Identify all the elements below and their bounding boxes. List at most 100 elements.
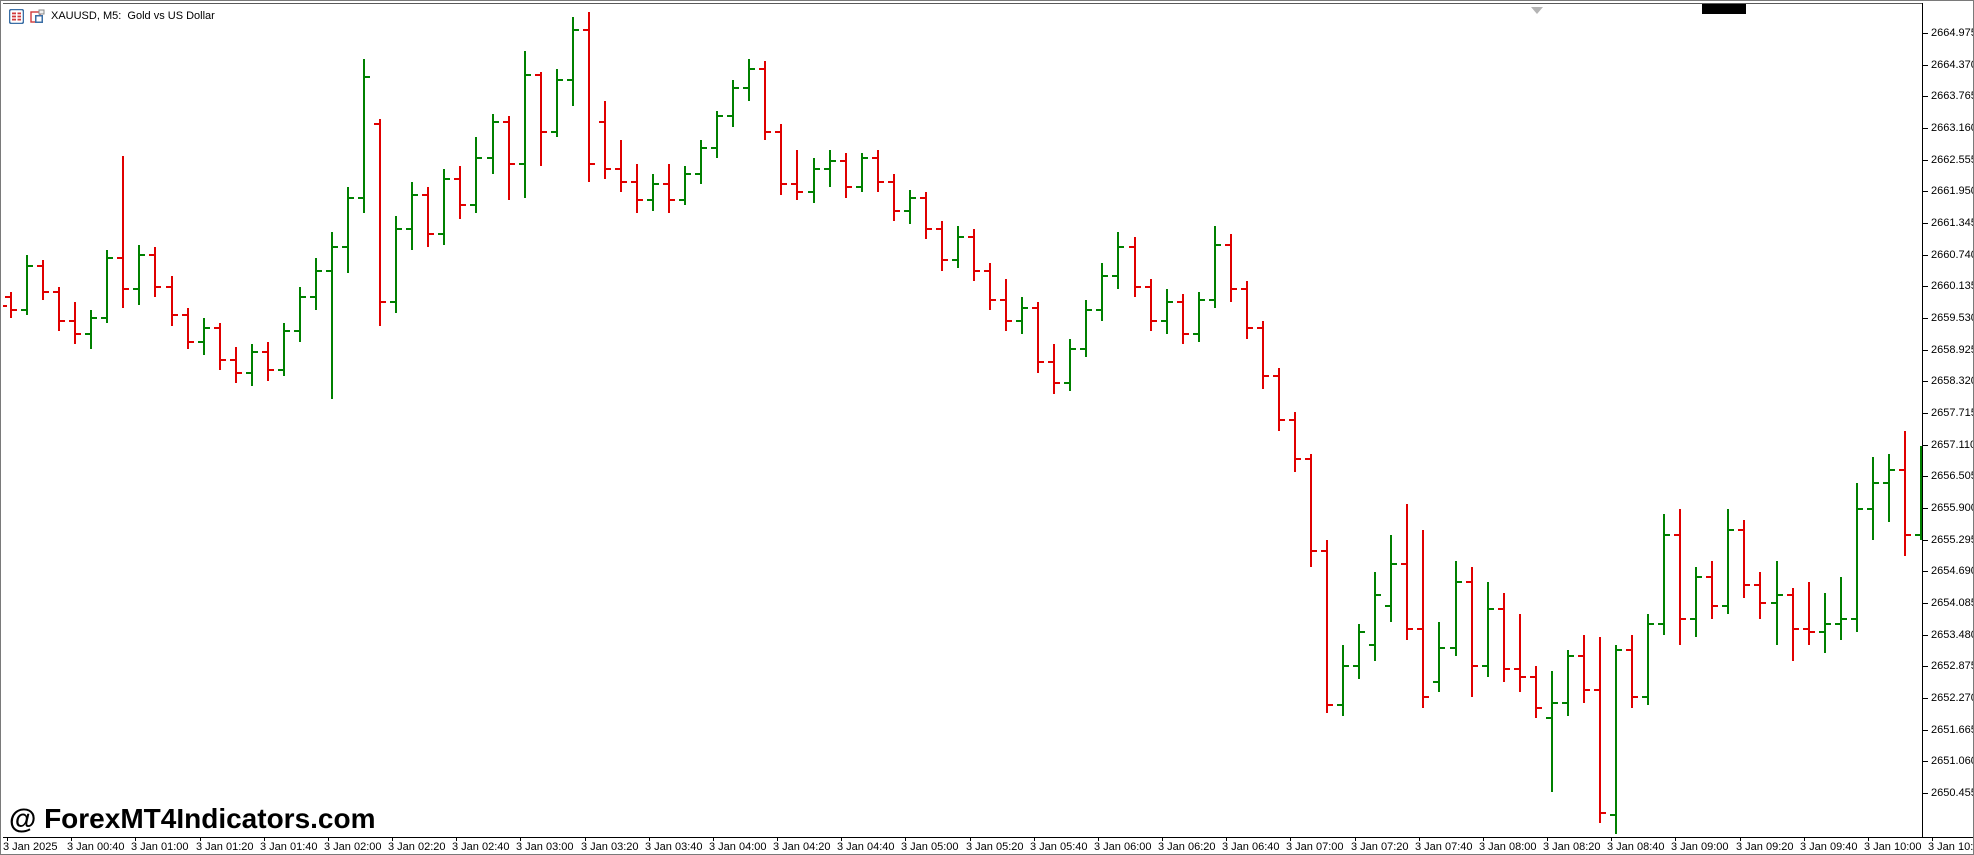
time-axis-label: 3 Jan 02:00 <box>324 841 382 853</box>
time-axis-tick <box>1547 838 1548 841</box>
market-watch-icon[interactable] <box>8 8 25 24</box>
price-axis-label: 2664.370 <box>1931 59 1974 71</box>
price-axis-tick <box>1923 603 1928 604</box>
price-axis-tick <box>1923 666 1928 667</box>
price-axis-label: 2650.455 <box>1931 787 1974 799</box>
price-axis-tick <box>1923 191 1928 192</box>
new-chart-icon[interactable] <box>30 9 45 24</box>
price-axis-label: 2657.110 <box>1931 439 1974 451</box>
time-axis-tick <box>7 838 8 841</box>
time-axis-label: 3 Jan 00:40 <box>67 841 125 853</box>
price-axis-tick <box>1923 508 1928 509</box>
time-axis-label: 3 Jan 04:20 <box>773 841 831 853</box>
time-axis-tick <box>1034 838 1035 841</box>
time-axis-label: 3 Jan 06:00 <box>1094 841 1152 853</box>
price-axis-label: 2659.530 <box>1931 312 1974 324</box>
time-axis-tick <box>328 838 329 841</box>
price-axis-label: 2652.875 <box>1931 660 1974 672</box>
price-axis-label: 2661.345 <box>1931 217 1974 229</box>
time-axis-tick <box>777 838 778 841</box>
price-axis-tick <box>1923 223 1928 224</box>
time-axis-tick <box>1675 838 1676 841</box>
time-axis-label: 3 Jan 08:40 <box>1607 841 1665 853</box>
time-axis-label: 3 Jan 01:20 <box>196 841 254 853</box>
price-axis-tick <box>1923 286 1928 287</box>
price-axis-label: 2663.765 <box>1931 90 1974 102</box>
price-axis-label: 2656.505 <box>1931 470 1974 482</box>
time-axis-label: 3 Jan 01:00 <box>131 841 189 853</box>
time-axis-label: 3 Jan 06:40 <box>1222 841 1280 853</box>
time-axis-label: 3 Jan 05:00 <box>901 841 959 853</box>
time-axis-label: 3 Jan 03:20 <box>581 841 639 853</box>
price-axis-label: 2657.715 <box>1931 407 1974 419</box>
time-axis-tick <box>1419 838 1420 841</box>
time-axis-label: 3 Jan 02:40 <box>452 841 510 853</box>
time-axis-tick <box>135 838 136 841</box>
time-axis-tick <box>649 838 650 841</box>
scroll-to-end-marker-icon[interactable] <box>1531 7 1543 14</box>
time-axis-label: 3 Jan 06:20 <box>1158 841 1216 853</box>
time-axis-tick <box>1611 838 1612 841</box>
price-axis-tick <box>1923 413 1928 414</box>
price-axis-label: 2654.690 <box>1931 565 1974 577</box>
time-axis-tick <box>1226 838 1227 841</box>
price-axis-label: 2655.295 <box>1931 534 1974 546</box>
corner-box <box>1702 4 1746 14</box>
time-axis-label: 3 Jan 05:40 <box>1030 841 1088 853</box>
time-axis-label: 3 Jan 09:20 <box>1736 841 1794 853</box>
time-axis-label: 3 Jan 07:00 <box>1286 841 1344 853</box>
price-axis-tick <box>1923 381 1928 382</box>
time-axis-tick <box>1740 838 1741 841</box>
price-axis-tick <box>1923 33 1928 34</box>
price-axis-label: 2651.060 <box>1931 755 1974 767</box>
price-axis-tick <box>1923 255 1928 256</box>
watermark: @ ForexMT4Indicators.com <box>9 803 376 834</box>
time-axis-tick <box>1290 838 1291 841</box>
time-axis[interactable]: 3 Jan 2025 3 Jan 00:40 3 Jan 01:00 3 Jan 01… <box>3 837 1973 854</box>
price-axis-tick <box>1923 635 1928 636</box>
chart-title: XAUUSD, M5: Gold vs US Dollar <box>51 10 215 22</box>
price-axis-tick <box>1923 350 1928 351</box>
time-axis-label: 3 Jan 09:40 <box>1800 841 1858 853</box>
time-axis-tick <box>841 838 842 841</box>
price-axis[interactable]: 2664.975 2664.370 2663.765 2663.160 2662.555… <box>1922 3 1973 839</box>
price-axis-label: 2661.950 <box>1931 185 1974 197</box>
time-axis-label: 3 Jan 08:00 <box>1479 841 1537 853</box>
price-axis-label: 2662.555 <box>1931 154 1974 166</box>
price-axis-label: 2654.085 <box>1931 597 1974 609</box>
time-axis-label: 3 Jan 04:00 <box>709 841 767 853</box>
price-axis-label: 2653.480 <box>1931 629 1974 641</box>
price-axis-tick <box>1923 571 1928 572</box>
time-axis-label: 3 Jan 03:00 <box>516 841 574 853</box>
price-axis-label: 2660.135 <box>1931 280 1974 292</box>
price-axis-tick <box>1923 793 1928 794</box>
time-axis-tick <box>392 838 393 841</box>
time-axis-tick <box>1355 838 1356 841</box>
price-axis-tick <box>1923 730 1928 731</box>
time-axis-tick <box>1932 838 1933 841</box>
time-axis-label: 3 Jan 01:40 <box>260 841 318 853</box>
time-axis-tick <box>905 838 906 841</box>
price-axis-label: 2660.740 <box>1931 249 1974 261</box>
time-axis-label: 3 Jan 08:20 <box>1543 841 1601 853</box>
time-axis-label: 3 Jan 09:00 <box>1671 841 1729 853</box>
price-axis-tick <box>1923 160 1928 161</box>
price-axis-tick <box>1923 318 1928 319</box>
price-axis-label: 2663.160 <box>1931 122 1974 134</box>
time-axis-tick <box>520 838 521 841</box>
time-axis-label: 3 Jan 03:40 <box>645 841 703 853</box>
time-axis-tick <box>1162 838 1163 841</box>
time-axis-tick <box>264 838 265 841</box>
price-axis-tick <box>1923 65 1928 66</box>
price-axis-tick <box>1923 476 1928 477</box>
time-axis-label: 3 Jan 05:20 <box>966 841 1024 853</box>
time-axis-tick <box>585 838 586 841</box>
price-axis-tick <box>1923 540 1928 541</box>
time-axis-tick <box>200 838 201 841</box>
price-axis-tick <box>1923 96 1928 97</box>
time-axis-label: 3 Jan 2025 <box>3 841 58 853</box>
price-axis-tick <box>1923 698 1928 699</box>
price-axis-label: 2658.320 <box>1931 375 1974 387</box>
chart-plot-area[interactable]: XAUUSD, M5: Gold vs US Dollar @ ForexMT4… <box>3 3 1927 837</box>
time-axis-tick <box>1098 838 1099 841</box>
